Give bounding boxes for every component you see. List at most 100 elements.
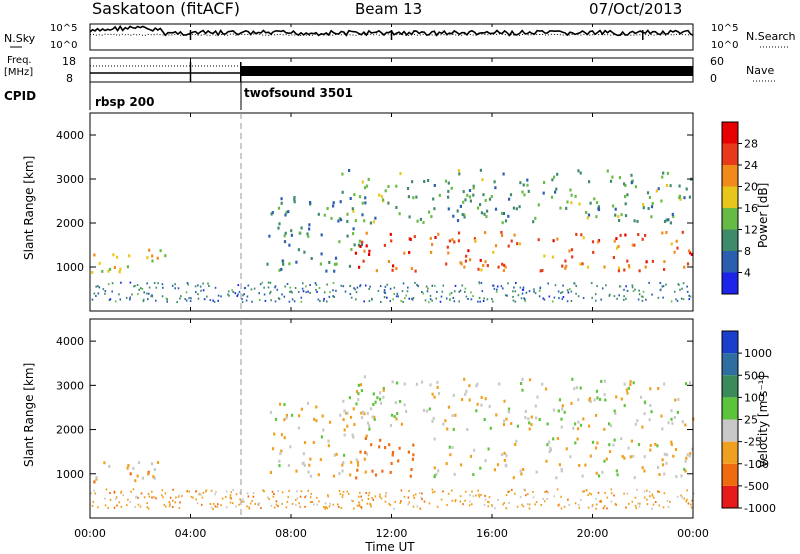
scatter-cell bbox=[493, 180, 496, 184]
near-range-cell bbox=[679, 288, 681, 291]
scatter-cell bbox=[515, 207, 518, 211]
near-range-cell bbox=[305, 291, 307, 294]
scatter-cell bbox=[447, 251, 450, 255]
scatter-cell bbox=[633, 243, 636, 247]
near-range-cell bbox=[133, 285, 135, 288]
near-range-cell bbox=[119, 298, 122, 301]
scatter-cell bbox=[598, 397, 602, 401]
scatter-cell bbox=[472, 193, 475, 197]
near-range-cell bbox=[317, 298, 320, 301]
scatter-cell bbox=[380, 194, 383, 198]
near-range-cell bbox=[210, 489, 213, 492]
scatter-cell bbox=[334, 256, 338, 260]
near-range-cell bbox=[299, 495, 302, 498]
near-range-cell bbox=[567, 291, 570, 294]
scatter-cell bbox=[642, 206, 645, 210]
near-range-cell bbox=[380, 497, 383, 500]
scatter-cell bbox=[688, 195, 691, 199]
scatter-cell bbox=[468, 398, 471, 402]
near-range-cell bbox=[418, 491, 421, 494]
near-range-cell bbox=[436, 290, 438, 293]
scatter-cell bbox=[407, 450, 410, 454]
near-range-cell bbox=[356, 286, 359, 289]
scatter-cell bbox=[457, 169, 461, 173]
scatter-cell bbox=[670, 242, 673, 246]
near-range-cell bbox=[662, 296, 664, 299]
near-range-cell bbox=[554, 284, 557, 287]
near-range-cell bbox=[591, 296, 593, 299]
scatter-cell bbox=[409, 238, 412, 241]
scatter-cell bbox=[148, 248, 151, 252]
near-range-cell bbox=[451, 489, 453, 492]
near-range-cell bbox=[338, 490, 341, 492]
scatter-cell bbox=[480, 403, 483, 407]
near-range-cell bbox=[263, 293, 266, 296]
scatter-cell bbox=[476, 206, 480, 210]
near-range-cell bbox=[95, 295, 97, 297]
near-range-cell bbox=[379, 496, 381, 498]
near-range-cell bbox=[414, 281, 416, 284]
scatter-cell bbox=[446, 245, 449, 249]
near-range-cell bbox=[177, 287, 180, 290]
near-range-cell bbox=[116, 504, 118, 507]
near-range-cell bbox=[635, 507, 638, 510]
scatter-cell bbox=[390, 462, 393, 465]
scatter-cell bbox=[365, 231, 368, 235]
scatter-cell bbox=[399, 172, 402, 176]
near-range-cell bbox=[248, 506, 250, 509]
near-range-cell bbox=[360, 507, 363, 510]
scatter-cell bbox=[563, 410, 566, 414]
near-range-cell bbox=[151, 496, 153, 499]
near-range-cell bbox=[199, 285, 202, 288]
near-range-cell bbox=[646, 498, 648, 501]
near-range-cell bbox=[626, 289, 629, 292]
scatter-cell bbox=[641, 425, 644, 429]
near-range-cell bbox=[491, 298, 493, 300]
scatter-cell bbox=[391, 450, 395, 454]
scatter-cell bbox=[365, 452, 369, 456]
scatter-cell bbox=[487, 447, 490, 451]
scatter-cell bbox=[661, 458, 664, 462]
scatter-cell bbox=[447, 189, 450, 193]
scatter-cell bbox=[285, 210, 288, 214]
near-range-cell bbox=[319, 300, 321, 303]
scatter-cell bbox=[306, 401, 310, 405]
scatter-cell bbox=[510, 239, 513, 243]
near-range-cell bbox=[354, 288, 356, 291]
scatter-cell bbox=[589, 400, 592, 404]
near-range-cell bbox=[613, 295, 616, 298]
near-range-cell bbox=[146, 292, 148, 295]
near-range-cell bbox=[478, 281, 480, 284]
scatter-cell bbox=[461, 213, 464, 217]
near-range-cell bbox=[251, 500, 253, 502]
near-range-cell bbox=[400, 489, 403, 492]
scatter-cell bbox=[541, 382, 544, 386]
scatter-cell bbox=[670, 440, 673, 444]
freq-tick-bottom: 8 bbox=[66, 72, 73, 85]
scatter-cell bbox=[429, 236, 432, 240]
scatter-cell bbox=[479, 466, 482, 470]
near-range-cell bbox=[267, 286, 270, 289]
scatter-cell bbox=[484, 459, 487, 463]
near-range-cell bbox=[681, 287, 683, 290]
scatter-cell bbox=[342, 461, 345, 465]
power-ylabel: Slant Range [km] bbox=[22, 156, 36, 260]
near-range-cell bbox=[533, 290, 535, 293]
near-range-cell bbox=[93, 489, 95, 492]
near-range-cell bbox=[283, 295, 286, 298]
near-range-cell bbox=[687, 502, 690, 505]
near-range-cell bbox=[258, 299, 261, 301]
scatter-cell bbox=[159, 249, 162, 253]
scatter-cell bbox=[634, 422, 637, 426]
scatter-cell bbox=[577, 398, 580, 402]
near-range-cell bbox=[631, 500, 634, 503]
near-range-cell bbox=[287, 496, 289, 499]
nave-label: Nave bbox=[746, 64, 774, 77]
scatter-cell bbox=[541, 269, 544, 272]
scatter-cell bbox=[634, 185, 637, 189]
scatter-cell bbox=[379, 391, 382, 395]
velocity-scatter bbox=[90, 375, 695, 511]
near-range-cell bbox=[600, 500, 602, 503]
near-range-cell bbox=[217, 503, 219, 506]
near-range-cell bbox=[441, 290, 444, 293]
